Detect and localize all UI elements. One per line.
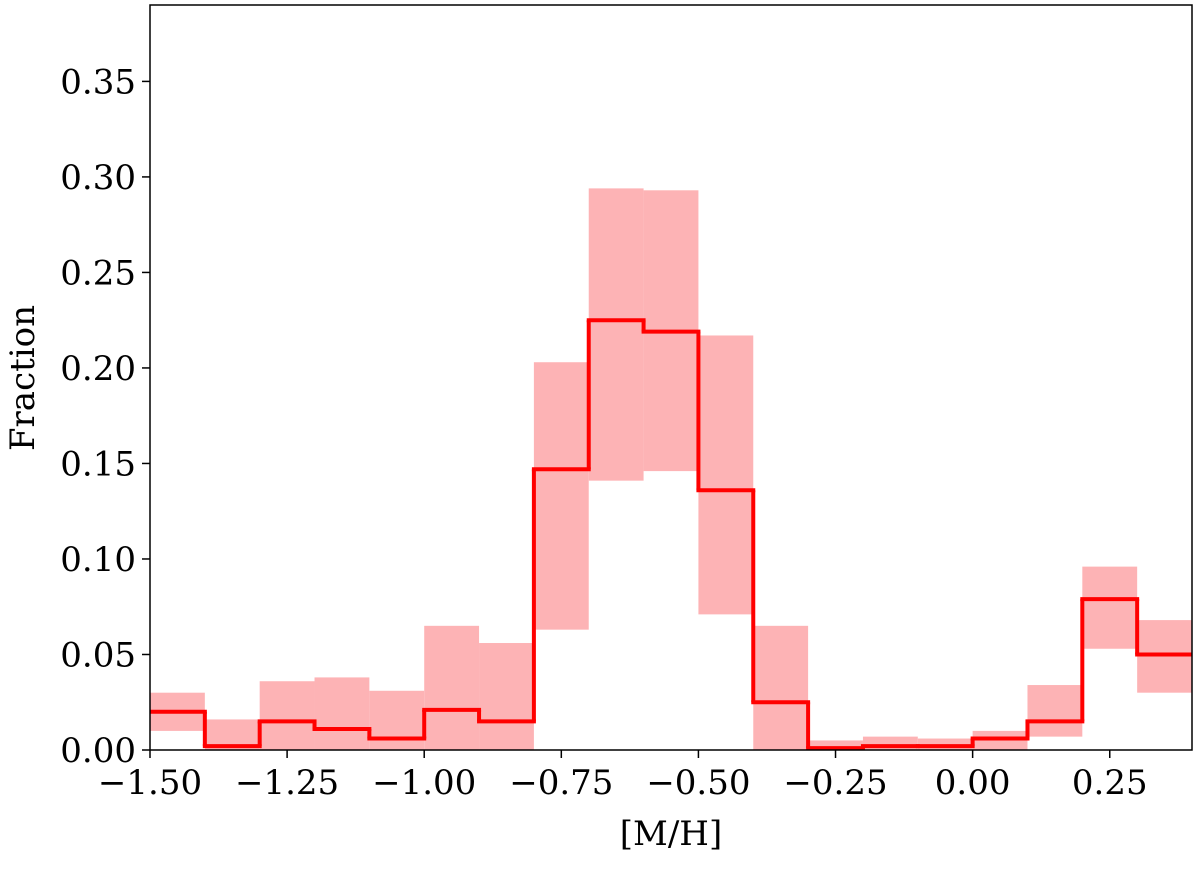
- error-band: [588, 188, 644, 481]
- x-tick-label: −0.25: [783, 763, 887, 803]
- error-band: [259, 681, 315, 750]
- y-tick-label: 0.00: [60, 731, 136, 771]
- y-tick-label: 0.35: [60, 62, 136, 102]
- plot-frame: [149, 4, 1193, 751]
- error-band: [753, 625, 809, 750]
- x-tick-label: −0.75: [509, 763, 613, 803]
- y-tick-label: 0.10: [60, 540, 136, 580]
- x-tick-label: 0.25: [1072, 763, 1148, 803]
- error-band: [533, 362, 589, 630]
- y-axis-label: Fraction: [3, 305, 43, 451]
- error-band: [369, 690, 425, 750]
- x-tick-label: −0.50: [646, 763, 750, 803]
- x-axis-label: [M/H]: [620, 814, 722, 854]
- error-band: [698, 335, 754, 615]
- x-tick-label: −1.50: [98, 763, 202, 803]
- error-band: [314, 677, 370, 750]
- error-band: [1082, 566, 1138, 649]
- error-band: [479, 643, 534, 750]
- x-tick-label: 0.00: [935, 763, 1011, 803]
- x-tick-label: −1.00: [372, 763, 476, 803]
- y-tick-label: 0.05: [60, 635, 136, 675]
- error-band: [808, 740, 863, 750]
- y-tick-label: 0.15: [60, 444, 136, 484]
- y-tick-label: 0.25: [60, 253, 136, 293]
- y-tick-label: 0.30: [60, 158, 136, 198]
- error-band: [424, 625, 480, 750]
- x-tick-label: −1.25: [235, 763, 339, 803]
- error-band: [1027, 685, 1083, 737]
- y-tick-label: 0.20: [60, 349, 136, 389]
